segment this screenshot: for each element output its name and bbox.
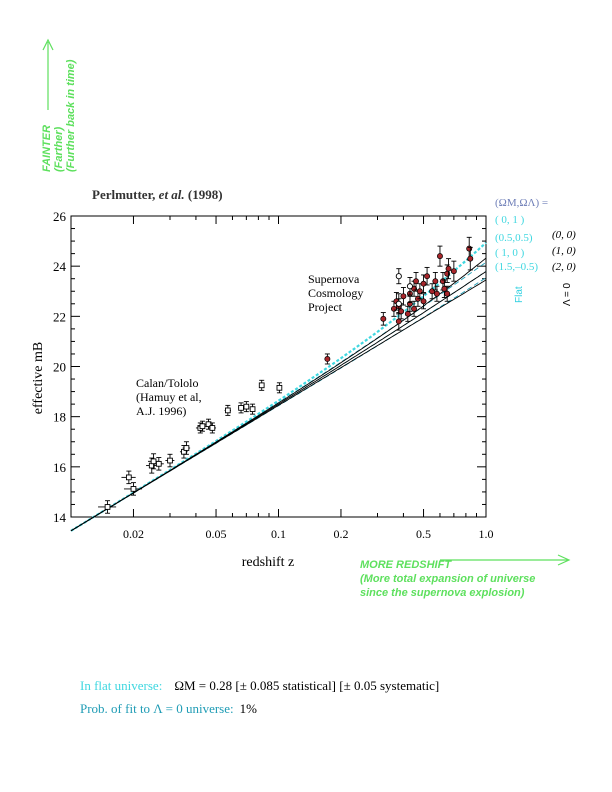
scp-point: [450, 268, 457, 275]
scp-point: [416, 288, 423, 295]
y-axis-title: effective mB: [31, 342, 46, 414]
scp-open-point: [406, 283, 413, 290]
legend-zero-label: Λ = 0: [562, 282, 573, 306]
svg-text:(0, 0): (0, 0): [552, 229, 576, 241]
svg-text:(0.5,0.5): (0.5,0.5): [495, 232, 533, 244]
calan-point: [209, 425, 216, 431]
scp-point: [420, 280, 427, 287]
calan-point: [205, 421, 212, 428]
scp-open-point: [395, 300, 402, 307]
calan-point: [276, 384, 283, 391]
legend-header: (ΩM,ΩΛ) =: [495, 197, 548, 209]
calan-point: [104, 504, 111, 510]
scp-point: [390, 305, 397, 312]
calan-point: [125, 474, 132, 481]
calan-point: [224, 407, 231, 414]
y-tick-label: 26: [53, 209, 67, 224]
fainter-label: FAINTER: [41, 125, 53, 172]
x-tick-label: 0.2: [333, 527, 348, 541]
svg-text:(1, 0): (1, 0): [552, 245, 576, 257]
calan-point: [249, 406, 256, 412]
calan-point: [150, 458, 157, 465]
svg-text:Supernova: Supernova: [308, 272, 360, 286]
scp-open-point: [395, 273, 402, 280]
calan-point: [199, 423, 206, 430]
svg-text:( 0, 1 ): ( 0, 1 ): [495, 214, 525, 226]
y-tick-label: 14: [53, 510, 67, 525]
plot-frame: [70, 215, 487, 518]
calan-point: [238, 405, 244, 411]
scp-point: [467, 255, 474, 262]
x-axis-title: redshift z: [242, 555, 294, 570]
scp-point: [400, 293, 407, 300]
scp-point: [404, 310, 411, 317]
scp-point: [420, 298, 427, 305]
legend-flat-rows: ( 0, 1 ) (0.5,0.5) ( 1, 0 ) (1.5,–0.5): [495, 214, 538, 273]
scp-point: [441, 285, 448, 292]
svg-text:Calan/Tololo: Calan/Tololo: [136, 376, 198, 390]
more-redshift-label: MORE REDSHIFT: [360, 559, 452, 571]
expansion-line: (More total expansion of universe: [360, 573, 535, 585]
svg-text:Project: Project: [308, 300, 343, 314]
y-tick-label: 18: [53, 410, 66, 425]
scp-point: [433, 290, 440, 297]
further-back-label: (Further back in time): [65, 59, 77, 172]
calan-annotation: Calan/Tololo (Hamuy et al, A.J. 1996): [136, 376, 202, 418]
x-tick-label: 0.02: [123, 527, 144, 541]
y-tick-label: 20: [53, 360, 66, 375]
svg-text:(1.5,–0.5): (1.5,–0.5): [495, 261, 538, 273]
svg-text:A.J. 1996): A.J. 1996): [136, 404, 186, 418]
x-tick-label: 0.5: [416, 527, 431, 541]
legend-flat-label: Flat: [514, 286, 525, 303]
calan-point: [258, 382, 265, 389]
more-redshift-arrow: [440, 554, 571, 566]
scp-point: [424, 273, 431, 280]
calan-point: [155, 460, 162, 467]
scp-point: [411, 305, 417, 312]
y-tick-label: 22: [53, 309, 66, 324]
x-tick-label: 0.05: [206, 527, 227, 541]
scp-point: [432, 278, 439, 285]
y-tick-label: 24: [53, 259, 67, 274]
data-points: [98, 236, 474, 514]
fainter-arrow: [42, 38, 54, 110]
calan-point: [183, 445, 190, 451]
scp-annotation: Supernova Cosmology Project: [308, 272, 363, 314]
x-tick-label: 0.1: [271, 527, 286, 541]
scp-point: [437, 253, 443, 260]
explosion-line: since the supernova explosion): [360, 587, 525, 599]
x-tick-label: 1.0: [479, 527, 494, 541]
scp-point: [466, 245, 473, 252]
scp-point: [429, 288, 436, 295]
citation: Perlmutter, et al. (1998): [92, 187, 223, 202]
svg-text:Cosmology: Cosmology: [308, 286, 363, 300]
lambda-zero-probability: Prob. of fit to Λ = 0 universe: 1%: [80, 701, 257, 716]
farther-label: (Farther): [53, 126, 65, 172]
scp-point: [324, 356, 331, 362]
scp-point: [380, 315, 387, 322]
scp-point: [398, 308, 405, 315]
svg-text:(2, 0): (2, 0): [552, 261, 576, 273]
axes: 0.02 0.05 0.1 0.2 0.5 1.0 14 16 18 20 22 24 26: [53, 209, 494, 541]
legend-zero-rows: (0, 0) (1, 0) (2, 0): [552, 229, 576, 273]
calan-point: [167, 457, 173, 464]
scp-point: [445, 265, 452, 272]
y-tick-label: 16: [53, 460, 67, 475]
scp-point: [395, 318, 402, 325]
scp-point: [444, 290, 451, 297]
calan-point: [130, 486, 137, 492]
svg-text:( 1, 0 ): ( 1, 0 ): [495, 247, 525, 259]
svg-text:(Hamuy et al,: (Hamuy et al,: [136, 390, 202, 404]
flat-universe-result: In flat universe: ΩM = 0.28 [± 0.085 stat…: [80, 678, 439, 693]
calan-point: [243, 403, 250, 410]
scp-point: [413, 278, 419, 285]
